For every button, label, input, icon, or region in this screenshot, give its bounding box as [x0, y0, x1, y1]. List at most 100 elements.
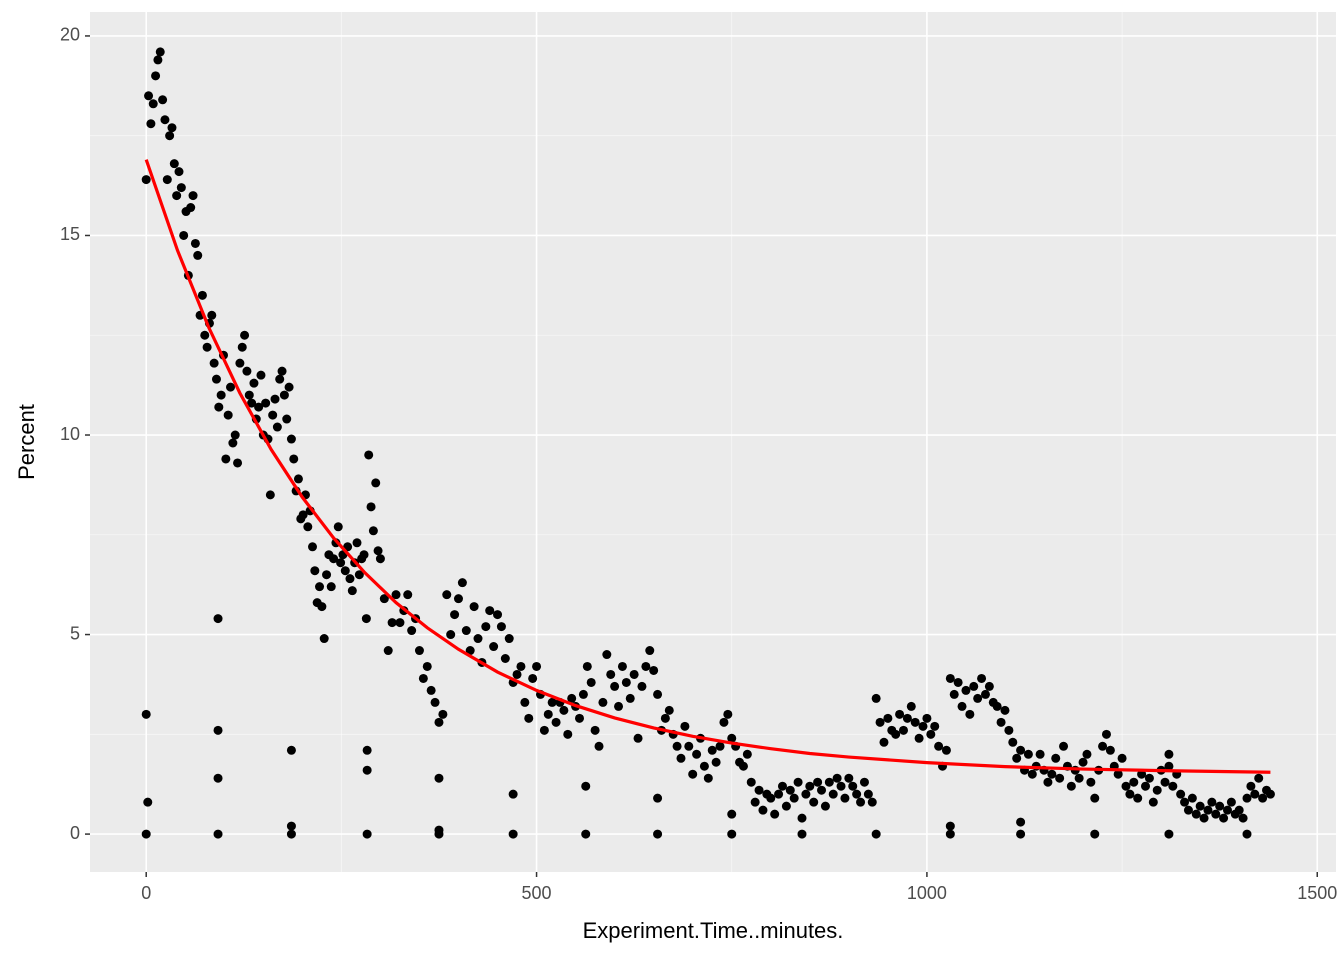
x-tick-label: 0 [141, 883, 151, 903]
point [520, 697, 530, 707]
point [434, 717, 444, 727]
point [1148, 797, 1158, 807]
point [1176, 789, 1186, 799]
point [286, 821, 296, 831]
point [286, 829, 296, 839]
point [197, 290, 207, 300]
point [240, 330, 250, 340]
point [275, 374, 285, 384]
point [279, 390, 289, 400]
point [373, 546, 383, 556]
point [1023, 749, 1033, 759]
point [715, 741, 725, 751]
point [361, 614, 371, 624]
point [781, 801, 791, 811]
point [1183, 805, 1193, 815]
point [362, 765, 372, 775]
point [172, 191, 182, 201]
point [914, 733, 924, 743]
point [209, 358, 219, 368]
point [641, 661, 651, 671]
point [610, 681, 620, 691]
point [213, 725, 223, 735]
point [793, 777, 803, 787]
point [174, 167, 184, 177]
point [366, 502, 376, 512]
point [160, 115, 170, 125]
point [621, 677, 631, 687]
point [1012, 753, 1022, 763]
point [434, 773, 444, 783]
point [167, 123, 177, 133]
x-tick-label: 500 [522, 883, 552, 903]
point [1219, 813, 1229, 823]
point [148, 99, 158, 109]
point [1242, 793, 1252, 803]
point [875, 717, 885, 727]
point [617, 661, 627, 671]
point [965, 709, 975, 719]
y-tick-label: 15 [60, 224, 80, 244]
point [1164, 749, 1174, 759]
point [422, 661, 432, 671]
point [1066, 781, 1076, 791]
point [473, 634, 483, 644]
point [1195, 801, 1205, 811]
point [1222, 805, 1232, 815]
point [723, 709, 733, 719]
point [559, 705, 569, 715]
point [265, 490, 275, 500]
point [141, 175, 151, 185]
point [230, 430, 240, 440]
point [738, 761, 748, 771]
point [1152, 785, 1162, 795]
point [368, 526, 378, 536]
point [906, 701, 916, 711]
point [926, 729, 936, 739]
point [1180, 797, 1190, 807]
point [578, 689, 588, 699]
point [750, 797, 760, 807]
point [1047, 769, 1057, 779]
point [980, 689, 990, 699]
point [758, 805, 768, 815]
point [228, 438, 238, 448]
point [969, 681, 979, 691]
point [268, 410, 278, 420]
point [151, 71, 161, 81]
point [270, 394, 280, 404]
point [581, 781, 591, 791]
point [481, 622, 491, 632]
point [430, 697, 440, 707]
point [1090, 793, 1100, 803]
point [340, 566, 350, 576]
point [813, 777, 823, 787]
point [672, 741, 682, 751]
point [1242, 829, 1252, 839]
point [371, 478, 381, 488]
point [746, 777, 756, 787]
point [996, 717, 1006, 727]
point [457, 578, 467, 588]
point [742, 749, 752, 759]
point [179, 230, 189, 240]
point [1129, 777, 1139, 787]
y-tick-label: 5 [70, 623, 80, 643]
y-tick-label: 10 [60, 424, 80, 444]
point [840, 793, 850, 803]
point [817, 785, 827, 795]
point [256, 370, 266, 380]
point [941, 745, 951, 755]
point [345, 574, 355, 584]
point [284, 382, 294, 392]
point [1164, 829, 1174, 839]
point [1207, 797, 1217, 807]
point [582, 661, 592, 671]
point [426, 685, 436, 695]
point [418, 673, 428, 683]
point [1265, 789, 1275, 799]
point [945, 829, 955, 839]
point [211, 374, 221, 384]
fit-line [144, 159, 1271, 774]
point [871, 693, 881, 703]
